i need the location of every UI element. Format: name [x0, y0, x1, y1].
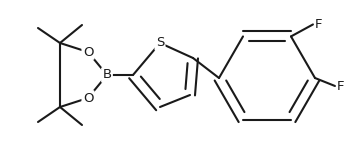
Text: F: F [315, 18, 323, 31]
Text: F: F [337, 80, 345, 93]
Text: O: O [83, 92, 93, 105]
Text: O: O [83, 45, 93, 58]
Text: S: S [156, 36, 164, 50]
Text: B: B [103, 69, 111, 81]
